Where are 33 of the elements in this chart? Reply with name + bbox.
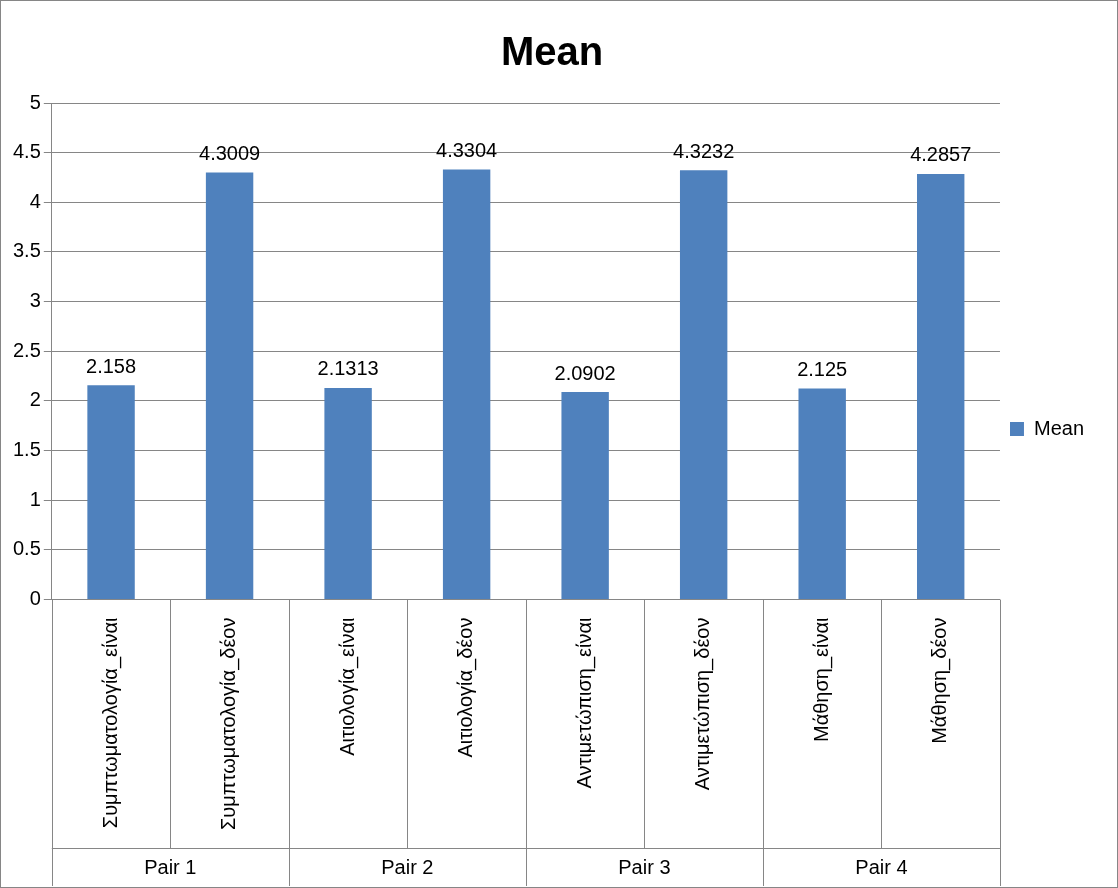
y-tick-label: 4 (29, 189, 41, 212)
data-label: 2.158 (86, 354, 137, 377)
x-tick-label: Μάθηση_δέον (928, 617, 952, 744)
y-tick-label: 5 (29, 90, 41, 113)
x-tick-label: Αιτιολογία_δέον (454, 617, 478, 758)
y-tick-label: 0.5 (12, 537, 41, 560)
x-tick-label: Συμπτωματολογία_είναι (98, 617, 122, 829)
data-label: 2.0902 (554, 361, 616, 384)
legend-label: Mean (1033, 416, 1084, 439)
y-tick-label: 0 (29, 587, 41, 610)
text: Pair 1 (144, 855, 197, 878)
data-label: 4.3009 (199, 141, 261, 164)
data-label: 4.3304 (436, 139, 498, 162)
x-tick-label: Αντιμετώπιση_δέον (691, 617, 715, 791)
y-tick-label: 3 (29, 289, 41, 312)
data-label: 4.3232 (673, 139, 735, 162)
text: Pair 3 (618, 855, 671, 878)
data-label: 2.125 (797, 358, 848, 381)
y-tick-label: 1 (29, 487, 41, 510)
y-tick-label: 4.5 (12, 140, 41, 163)
data-label: 4.2857 (910, 143, 972, 166)
y-tick-label: 2 (29, 388, 41, 411)
data-label: 2.1313 (317, 357, 379, 380)
x-tick-label: Αιτιολογία_είναι (335, 617, 359, 756)
chart-title: Mean (500, 29, 604, 74)
x-tick-label: Συμπτωματολογία_δέον (217, 617, 241, 830)
text: Pair 4 (855, 855, 908, 878)
y-tick-label: 3.5 (12, 239, 41, 262)
x-tick-label: Αντιμετώπιση_είναι (572, 617, 596, 789)
x-tick-label: Μάθηση_είναι (809, 617, 833, 743)
y-tick-label: 1.5 (12, 438, 41, 461)
y-tick-label: 2.5 (12, 338, 41, 361)
text: Pair 2 (381, 855, 434, 878)
